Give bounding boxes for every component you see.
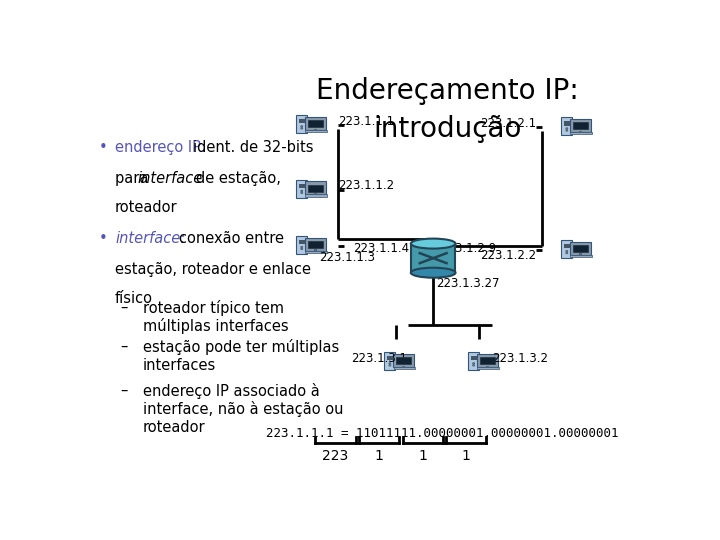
Text: 223.1.1.4: 223.1.1.4	[354, 242, 410, 255]
Text: –: –	[121, 300, 128, 315]
Circle shape	[472, 363, 474, 364]
Text: interface: interface	[138, 171, 203, 186]
Circle shape	[301, 190, 303, 192]
Circle shape	[472, 364, 474, 366]
Text: •: •	[99, 140, 107, 154]
FancyBboxPatch shape	[480, 357, 495, 364]
Circle shape	[566, 251, 568, 252]
FancyBboxPatch shape	[573, 245, 588, 252]
Text: –: –	[121, 383, 128, 398]
Circle shape	[389, 363, 391, 364]
Bar	[564, 244, 570, 248]
FancyBboxPatch shape	[305, 181, 325, 194]
FancyBboxPatch shape	[308, 185, 323, 192]
Text: 1: 1	[374, 449, 384, 463]
Text: conexão entre: conexão entre	[179, 231, 284, 246]
Text: introdução: introdução	[373, 114, 521, 143]
Text: de estação,: de estação,	[196, 171, 281, 186]
Text: 223.1.2.2: 223.1.2.2	[481, 248, 536, 261]
Bar	[314, 249, 318, 251]
Bar	[299, 240, 305, 244]
Bar	[299, 184, 305, 188]
Text: 223.1.2.1: 223.1.2.1	[481, 117, 536, 130]
Text: estação pode ter múltiplas
interfaces: estação pode ter múltiplas interfaces	[143, 339, 339, 373]
Text: endereço IP associado à
interface, não à estação ou
roteador: endereço IP associado à interface, não à…	[143, 383, 343, 435]
Circle shape	[301, 126, 303, 127]
Text: 223.1.1.1 = 11011111.00000001.00000001.00000001: 223.1.1.1 = 11011111.00000001.00000001.0…	[266, 427, 618, 440]
Text: 223.1.3.2: 223.1.3.2	[492, 352, 548, 365]
Circle shape	[566, 252, 568, 254]
FancyBboxPatch shape	[305, 194, 327, 197]
FancyBboxPatch shape	[393, 354, 414, 367]
FancyBboxPatch shape	[570, 255, 593, 257]
FancyBboxPatch shape	[570, 242, 591, 255]
FancyBboxPatch shape	[562, 240, 572, 258]
Text: ident. de 32-bits: ident. de 32-bits	[193, 140, 314, 154]
Text: 1: 1	[462, 449, 471, 463]
Text: 223.1.3.1: 223.1.3.1	[351, 352, 407, 365]
Circle shape	[301, 127, 303, 129]
Text: para: para	[115, 171, 153, 186]
Circle shape	[301, 246, 303, 248]
Text: •: •	[99, 231, 107, 246]
FancyBboxPatch shape	[305, 117, 325, 130]
Text: –: –	[121, 339, 128, 354]
Text: estação, roteador e enlace: estação, roteador e enlace	[115, 262, 311, 278]
Text: interface:: interface:	[115, 231, 185, 246]
FancyBboxPatch shape	[297, 236, 307, 254]
Bar	[471, 356, 477, 361]
FancyBboxPatch shape	[308, 120, 323, 127]
FancyBboxPatch shape	[394, 367, 415, 369]
FancyBboxPatch shape	[477, 367, 499, 369]
Bar	[314, 193, 318, 195]
Text: roteador: roteador	[115, 200, 178, 215]
Circle shape	[566, 130, 568, 131]
FancyBboxPatch shape	[570, 132, 593, 134]
FancyBboxPatch shape	[468, 352, 479, 370]
Bar	[387, 356, 393, 361]
FancyBboxPatch shape	[308, 241, 323, 248]
Text: 223: 223	[322, 449, 348, 463]
Text: 223.1.1.1: 223.1.1.1	[338, 114, 395, 127]
Bar	[485, 366, 489, 368]
Text: Endereçamento IP:: Endereçamento IP:	[316, 77, 578, 105]
Text: 223.1.3.27: 223.1.3.27	[436, 277, 500, 290]
FancyBboxPatch shape	[384, 352, 395, 370]
FancyBboxPatch shape	[570, 119, 591, 132]
Circle shape	[389, 364, 391, 366]
Text: 223.1.1.2: 223.1.1.2	[338, 179, 395, 192]
FancyBboxPatch shape	[305, 251, 327, 253]
Text: 223.1.1.3: 223.1.1.3	[319, 251, 375, 264]
Bar	[579, 131, 582, 133]
Ellipse shape	[411, 268, 456, 278]
FancyBboxPatch shape	[411, 244, 456, 273]
FancyBboxPatch shape	[477, 354, 498, 367]
Bar	[564, 122, 570, 125]
Bar	[402, 366, 405, 368]
Circle shape	[301, 192, 303, 193]
Text: roteador típico tem
múltiplas interfaces: roteador típico tem múltiplas interfaces	[143, 300, 289, 334]
Bar	[299, 119, 305, 124]
Bar	[579, 253, 582, 255]
Circle shape	[566, 127, 568, 129]
Text: endereço IP:: endereço IP:	[115, 140, 206, 154]
FancyBboxPatch shape	[297, 180, 307, 198]
Text: 1: 1	[418, 449, 427, 463]
FancyBboxPatch shape	[297, 115, 307, 133]
Bar	[314, 129, 318, 131]
FancyBboxPatch shape	[573, 123, 588, 129]
FancyBboxPatch shape	[305, 130, 327, 132]
Text: físico: físico	[115, 292, 153, 306]
FancyBboxPatch shape	[305, 238, 325, 251]
Circle shape	[301, 248, 303, 249]
FancyBboxPatch shape	[397, 357, 411, 364]
FancyBboxPatch shape	[562, 117, 572, 136]
Ellipse shape	[411, 239, 456, 248]
Text: 223.1.2.9: 223.1.2.9	[441, 242, 497, 255]
